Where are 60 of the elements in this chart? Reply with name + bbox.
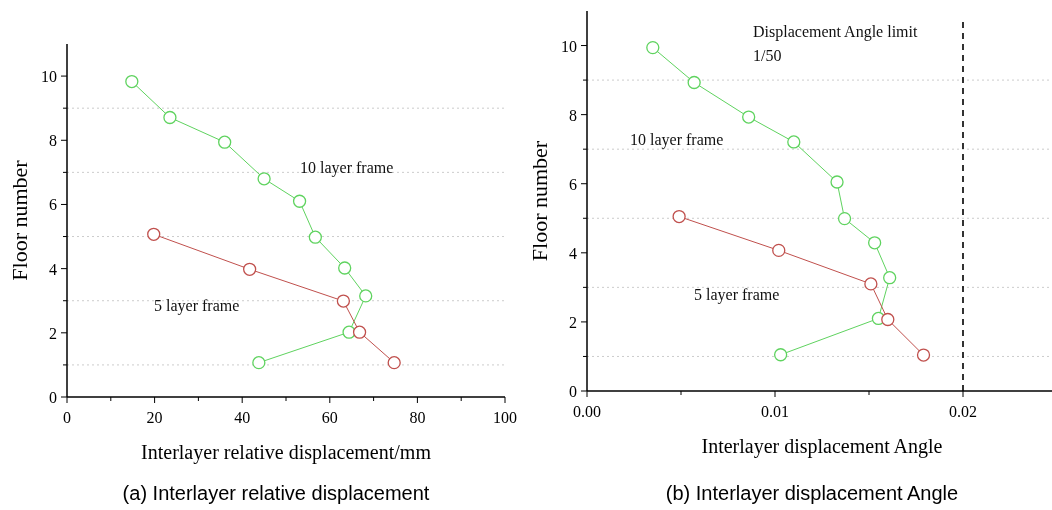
y-axis-title: Floor number: [527, 140, 552, 262]
x-tick-label: 0.00: [573, 403, 601, 420]
point: [252, 356, 266, 370]
point: [773, 348, 788, 362]
point: [837, 211, 852, 226]
y-tick-label: 2: [49, 324, 57, 342]
y-tick-label: 6: [49, 196, 57, 214]
point: [646, 40, 660, 55]
y-tick-label: 4: [569, 244, 577, 262]
point: [125, 74, 139, 89]
x-tick-label: 100: [493, 409, 517, 426]
text: (b) Interlayer displacement Angle: [665, 482, 959, 504]
y-axis-title: Floor number: [7, 159, 32, 281]
point: [881, 312, 895, 327]
point: [687, 75, 701, 90]
point: [867, 236, 882, 250]
point: [292, 194, 307, 208]
point: [830, 175, 844, 189]
y-tick-label: 10: [41, 68, 57, 86]
point: [257, 172, 271, 186]
point: [787, 135, 801, 149]
point: [308, 230, 322, 244]
point: [883, 271, 897, 285]
point: [218, 135, 232, 149]
point: [147, 227, 161, 241]
x-axis-title: Interlayer relative displacement/mm: [141, 441, 432, 464]
ref-line-label: Displacement Angle limit 1/50: [753, 23, 918, 64]
y-tick-label: 10: [561, 37, 577, 55]
point: [387, 356, 401, 370]
x-tick-label: 0: [63, 409, 71, 426]
point: [864, 277, 878, 291]
y-tick-label: 0: [569, 383, 577, 400]
series-label: 10 layer frame: [630, 131, 724, 149]
point: [916, 348, 931, 362]
y-tick-label: 8: [49, 132, 57, 150]
point: [338, 261, 352, 275]
point: [672, 209, 686, 224]
y-tick-label: 8: [569, 106, 577, 124]
x-tick-label: 80: [409, 409, 426, 426]
y-tick-label: 2: [569, 313, 577, 331]
point: [336, 294, 351, 308]
y-tick-label: 4: [49, 260, 57, 278]
text: (a) Interlayer relative displacement: [122, 482, 430, 504]
series-label: 10 layer frame: [300, 159, 394, 177]
point: [243, 262, 257, 276]
point: [772, 243, 786, 258]
point: [352, 325, 367, 339]
x-tick-label: 0.01: [761, 403, 789, 420]
point: [163, 110, 177, 125]
x-axis-title: Interlayer displacement Angle: [701, 435, 943, 458]
series-label: 5 layer frame: [154, 297, 240, 315]
y-tick-label: 6: [569, 175, 577, 193]
y-tick-label: 0: [49, 389, 57, 406]
x-tick-label: 20: [146, 409, 163, 426]
point: [359, 289, 373, 303]
series-label: 5 layer frame: [694, 286, 780, 304]
point: [742, 110, 756, 124]
x-tick-label: 0.02: [949, 403, 977, 420]
x-tick-label: 40: [234, 409, 251, 426]
x-tick-label: 60: [321, 409, 338, 426]
